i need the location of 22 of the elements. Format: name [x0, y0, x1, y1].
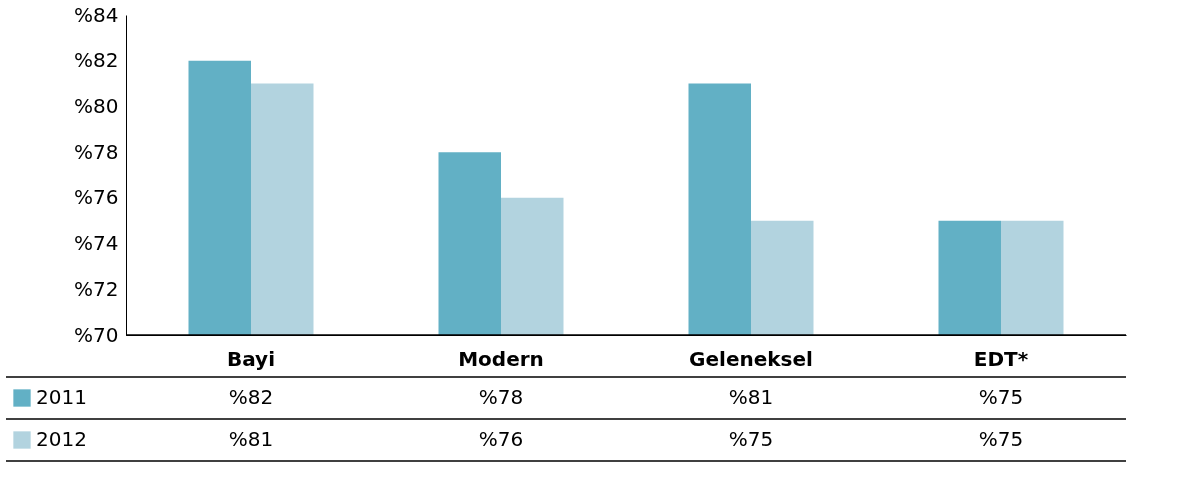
x-tick-label: EDT* — [973, 346, 1029, 371]
y-tick-label: %84 — [74, 2, 119, 27]
data-label: %82 — [228, 385, 274, 409]
x-tick-label: Geleneksel — [689, 346, 813, 371]
y-tick-label: %80 — [74, 93, 119, 118]
y-tick-label: %72 — [74, 276, 119, 301]
y-tick-label: %74 — [74, 231, 119, 256]
data-label: %81 — [728, 385, 774, 409]
data-label: %75 — [728, 427, 774, 451]
y-tick-label: %70 — [74, 322, 119, 347]
data-label: %75 — [978, 385, 1024, 409]
data-label: %81 — [228, 427, 274, 451]
data-label: %78 — [478, 385, 524, 409]
y-tick-label: %78 — [74, 139, 119, 164]
legend-label: 2011 — [36, 385, 87, 409]
y-tick-label: %76 — [74, 185, 119, 210]
x-tick-label: Bayi — [226, 346, 276, 371]
y-tick-label: %82 — [74, 48, 119, 73]
data-label: %75 — [978, 427, 1024, 451]
data-label: %76 — [478, 427, 524, 451]
legend-label: 2012 — [36, 427, 87, 451]
x-tick-label: Modern — [458, 346, 544, 371]
